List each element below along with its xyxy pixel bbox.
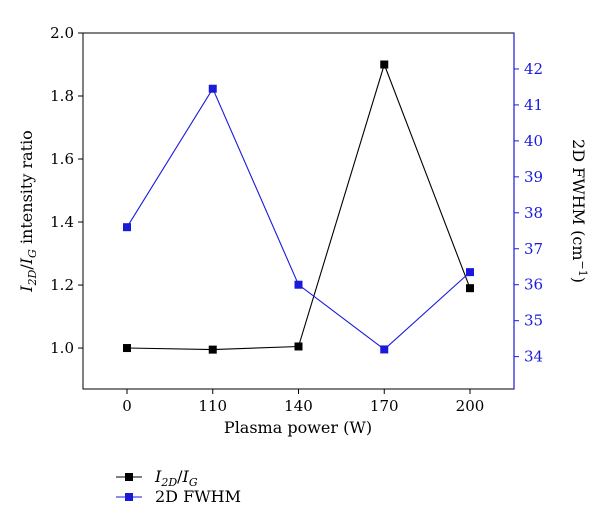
data-point-2d-fwhm xyxy=(123,223,131,232)
y-right-tick-label: 36 xyxy=(524,276,543,294)
data-point-2d-fwhm xyxy=(294,280,303,289)
y-left-tick-label: 1.2 xyxy=(50,276,74,294)
y-left-tick-label: 1.4 xyxy=(50,213,74,231)
series-line-i2d-ig xyxy=(126,62,471,351)
series-line-2d-fwhm xyxy=(126,87,471,351)
legend-label-2d-fwhm: 2D FWHM xyxy=(155,487,241,506)
y-left-tick-label: 2.0 xyxy=(50,24,74,42)
x-tick-label: 140 xyxy=(284,397,313,415)
y-right-axis: 34 35 36 37 38 39 40 41 42 xyxy=(514,60,543,366)
y-right-tick-label: 37 xyxy=(524,240,543,258)
x-axis-title: Plasma power (W) xyxy=(224,418,372,437)
legend: I2D/IG 2D FWHM xyxy=(116,467,241,506)
data-point-i2d-ig xyxy=(208,345,217,354)
y-right-tick-label: 40 xyxy=(524,132,543,150)
data-point-i2d-ig xyxy=(466,284,474,293)
y-left-tick-label: 1.0 xyxy=(50,339,74,357)
x-tick-label: 170 xyxy=(370,397,399,415)
x-tick-label: 0 xyxy=(122,397,132,415)
y-left-tick-label: 1.8 xyxy=(50,87,74,105)
y-right-tick-label: 35 xyxy=(524,312,543,330)
series-layer xyxy=(123,60,474,354)
y-left-tick-label: 1.6 xyxy=(50,150,74,168)
data-point-2d-fwhm xyxy=(466,268,474,277)
y-right-tick-label: 39 xyxy=(524,168,543,186)
legend-swatch-marker xyxy=(125,493,133,501)
data-point-2d-fwhm xyxy=(208,84,217,93)
plot-frame xyxy=(82,32,515,390)
y-right-axis-title: 2D FWHM (cm−1) xyxy=(569,139,589,283)
x-tick-label: 200 xyxy=(456,397,485,415)
legend-item-2d-fwhm: 2D FWHM xyxy=(116,487,241,506)
y-left-axis-title: I2D/IG intensity ratio xyxy=(17,130,39,293)
legend-item-i2d-ig: I2D/IG xyxy=(116,467,198,489)
data-point-i2d-ig xyxy=(294,342,303,351)
x-tick-label: 110 xyxy=(198,397,227,415)
y-right-tick-label: 41 xyxy=(524,96,543,114)
y-right-tick-label: 34 xyxy=(524,348,543,366)
data-point-i2d-ig xyxy=(123,344,131,353)
legend-swatch-marker xyxy=(125,473,133,481)
x-axis: 0 110 140 170 200 xyxy=(122,389,484,415)
data-point-i2d-ig xyxy=(380,60,389,69)
y-left-axis: 1.0 1.2 1.4 1.6 1.8 2.0 xyxy=(50,24,83,357)
data-point-2d-fwhm xyxy=(380,345,389,354)
y-right-tick-label: 42 xyxy=(524,60,543,78)
y-right-tick-label: 38 xyxy=(524,204,543,222)
legend-label-i2d-ig: I2D/IG xyxy=(154,467,198,489)
